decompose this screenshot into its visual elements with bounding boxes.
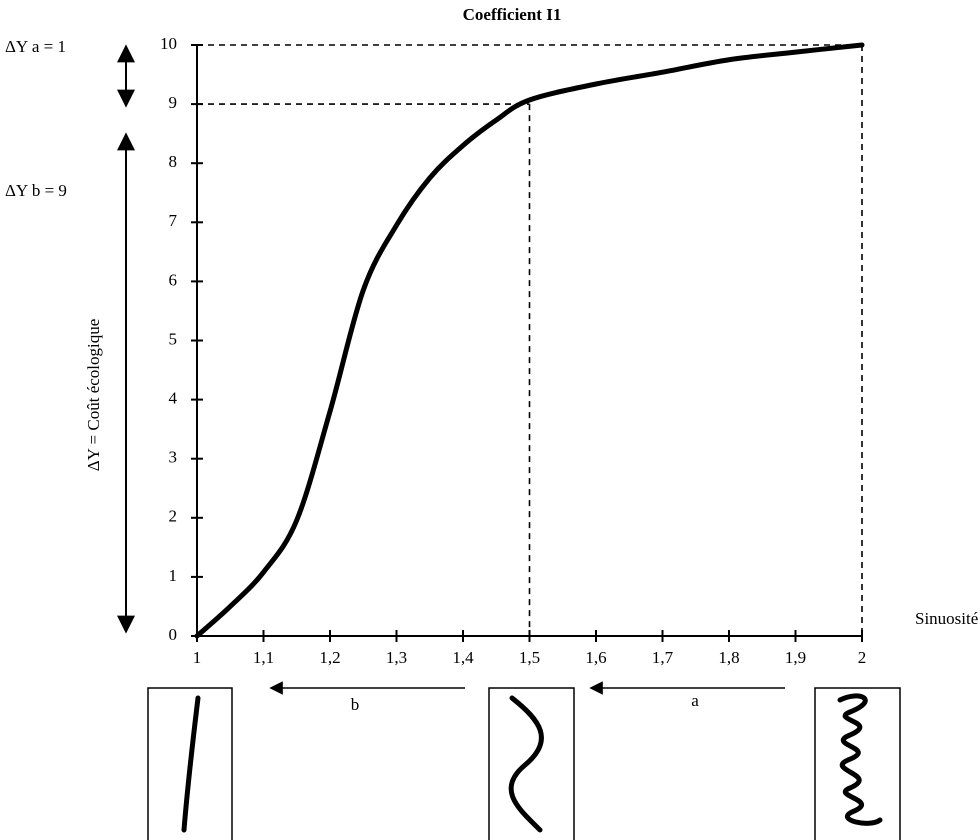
x-tick-label: 1,2 — [319, 648, 340, 667]
sketch-box — [814, 687, 901, 840]
x-tick-label: 1,3 — [386, 648, 407, 667]
y-tick-label: 7 — [169, 211, 178, 230]
y-tick-label: 8 — [169, 152, 178, 171]
x-tick-label: 1,6 — [585, 648, 606, 667]
x-tick-label: 1,7 — [652, 648, 674, 667]
y-tick-label: 4 — [169, 389, 178, 408]
y-tick-label: 5 — [169, 329, 178, 348]
chart-title: Coefficient I1 — [463, 5, 562, 24]
curve — [194, 42, 865, 639]
x-axis-label: Sinuosité — [915, 609, 978, 628]
annotation: ΔY b = 9 — [5, 181, 67, 200]
y-tick-label: 3 — [169, 448, 178, 467]
sketch — [508, 695, 544, 833]
x-tick-label: 1,9 — [785, 648, 806, 667]
illustrations — [147, 681, 901, 840]
y-tick-label: 6 — [169, 270, 178, 289]
y-axis-label: ΔY = Coût écologique — [84, 319, 103, 472]
y-tick-label: 9 — [169, 93, 178, 112]
sketch — [181, 695, 201, 833]
x-tick-label: 1,5 — [519, 648, 540, 667]
annotation: a — [691, 691, 699, 710]
y-tick-label: 1 — [169, 566, 178, 585]
x-tick-label: 1 — [193, 648, 202, 667]
sketch-box — [147, 687, 233, 840]
x-tick-label: 1,1 — [253, 648, 274, 667]
x-tick-label: 1,8 — [718, 648, 739, 667]
annotation: ΔY a = 1 — [5, 37, 66, 56]
sketch — [837, 693, 883, 826]
y-tick-label: 10 — [160, 34, 177, 53]
y-tick-label: 0 — [169, 625, 178, 644]
annotation: b — [351, 695, 360, 714]
y-tick-label: 2 — [169, 507, 178, 526]
sketch-box — [488, 687, 575, 840]
x-tick-label: 2 — [858, 648, 867, 667]
x-tick-label: 1,4 — [452, 648, 474, 667]
